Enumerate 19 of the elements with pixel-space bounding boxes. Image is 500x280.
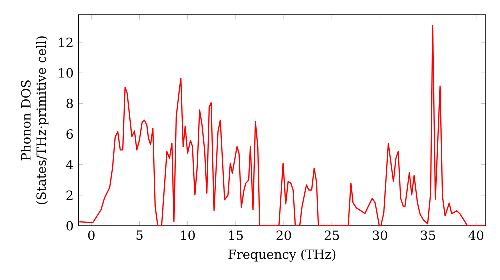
- x-tick-label: 0: [88, 230, 95, 240]
- y-tick-label: 0: [66, 221, 74, 231]
- y-tick-label: 10: [59, 68, 74, 78]
- y-tick-label: 2: [66, 190, 73, 200]
- x-tick-label: 30: [373, 230, 388, 240]
- x-tick-label: 15: [229, 230, 244, 240]
- x-tick-label: 20: [276, 230, 292, 240]
- x-tick-label: 5: [136, 230, 143, 240]
- x-tick-label: 10: [181, 230, 196, 240]
- y-axis-title: Phonon DOS (States/THz·primitive cell): [21, 36, 49, 204]
- x-tick-label: 25: [324, 230, 340, 240]
- x-tick-label: 35: [421, 230, 436, 240]
- line-series: [79, 25, 486, 226]
- y-tick-label: 12: [59, 38, 73, 48]
- y-tick-label: 8: [66, 98, 74, 108]
- y-tick-label: 6: [66, 129, 74, 140]
- y-tick-label: 4: [66, 160, 74, 170]
- x-axis-title: Frequency (THz): [228, 249, 336, 262]
- x-tick-label: 40: [468, 230, 484, 240]
